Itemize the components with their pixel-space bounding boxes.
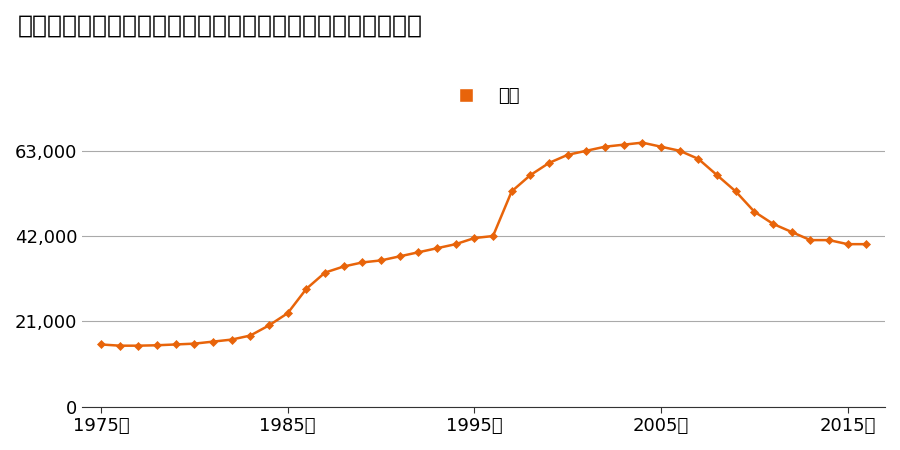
価格 bbox=[637, 140, 648, 145]
価格 bbox=[768, 221, 778, 226]
価格 bbox=[301, 286, 311, 292]
価格 bbox=[525, 172, 535, 178]
価格 bbox=[805, 238, 815, 243]
価格 bbox=[245, 333, 256, 338]
価格 bbox=[170, 342, 181, 347]
価格 bbox=[507, 189, 517, 194]
価格 bbox=[114, 343, 125, 348]
価格 bbox=[787, 230, 797, 235]
Text: 大分県大分市大字猪野字馬場１２０番２ほか２筆の地価推移: 大分県大分市大字猪野字馬場１２０番２ほか２筆の地価推移 bbox=[18, 14, 423, 37]
価格 bbox=[432, 246, 443, 251]
価格 bbox=[189, 341, 200, 346]
価格 bbox=[488, 234, 499, 239]
価格 bbox=[842, 242, 853, 247]
価格 bbox=[674, 148, 685, 153]
価格 bbox=[320, 270, 330, 275]
価格 bbox=[693, 156, 704, 162]
価格 bbox=[824, 238, 834, 243]
価格 bbox=[264, 323, 274, 328]
価格 bbox=[730, 189, 741, 194]
価格 bbox=[151, 342, 162, 348]
価格 bbox=[618, 142, 629, 148]
Legend: 価格: 価格 bbox=[440, 80, 526, 112]
価格 bbox=[413, 250, 424, 255]
価格 bbox=[394, 254, 405, 259]
価格 bbox=[544, 160, 554, 166]
価格 bbox=[469, 235, 480, 241]
価格 bbox=[375, 258, 386, 263]
価格 bbox=[712, 172, 723, 178]
価格 bbox=[599, 144, 610, 149]
価格 bbox=[226, 337, 237, 342]
価格 bbox=[208, 339, 219, 344]
価格 bbox=[749, 209, 760, 214]
価格 bbox=[450, 242, 461, 247]
価格 bbox=[95, 342, 106, 347]
価格 bbox=[338, 264, 349, 269]
価格 bbox=[357, 260, 368, 265]
価格 bbox=[133, 343, 144, 348]
価格 bbox=[580, 148, 591, 153]
価格 bbox=[861, 242, 872, 247]
Line: 価格: 価格 bbox=[98, 140, 869, 348]
価格 bbox=[562, 152, 573, 158]
価格 bbox=[655, 144, 666, 149]
価格 bbox=[283, 310, 293, 316]
